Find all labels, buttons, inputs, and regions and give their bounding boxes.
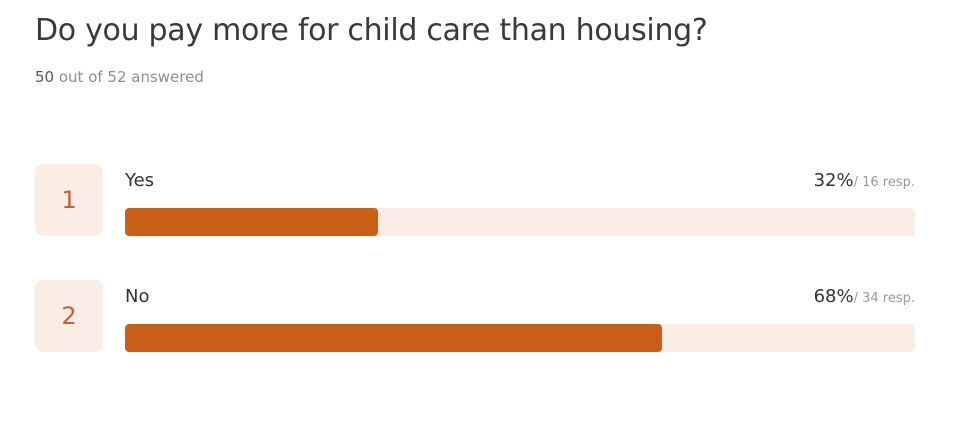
- option-no: 2 No 68%/ 34 resp.: [35, 280, 915, 352]
- option-percent: 68%: [813, 286, 854, 307]
- answered-count: 50: [35, 68, 55, 86]
- result-bar-fill: [125, 324, 663, 352]
- option-stats: 32%/ 16 resp.: [814, 170, 915, 191]
- answered-total: out of 52 answered: [54, 68, 204, 86]
- option-number-badge: 2: [35, 280, 103, 352]
- option-response-count: / 34 resp.: [853, 291, 915, 306]
- result-bar-track: [125, 208, 915, 236]
- option-response-count: / 16 resp.: [853, 175, 915, 190]
- result-bar-track: [125, 324, 915, 352]
- option-label: Yes: [125, 170, 155, 191]
- option-number-badge: 1: [35, 164, 103, 236]
- option-label: No: [125, 286, 150, 307]
- option-yes: 1 Yes 32%/ 16 resp.: [35, 164, 915, 236]
- answered-summary: 50 out of 52 answered: [35, 68, 204, 86]
- option-percent: 32%: [813, 170, 854, 191]
- result-bar-fill: [125, 208, 378, 236]
- option-stats: 68%/ 34 resp.: [814, 286, 915, 307]
- question-title: Do you pay more for child care than hous…: [35, 13, 708, 48]
